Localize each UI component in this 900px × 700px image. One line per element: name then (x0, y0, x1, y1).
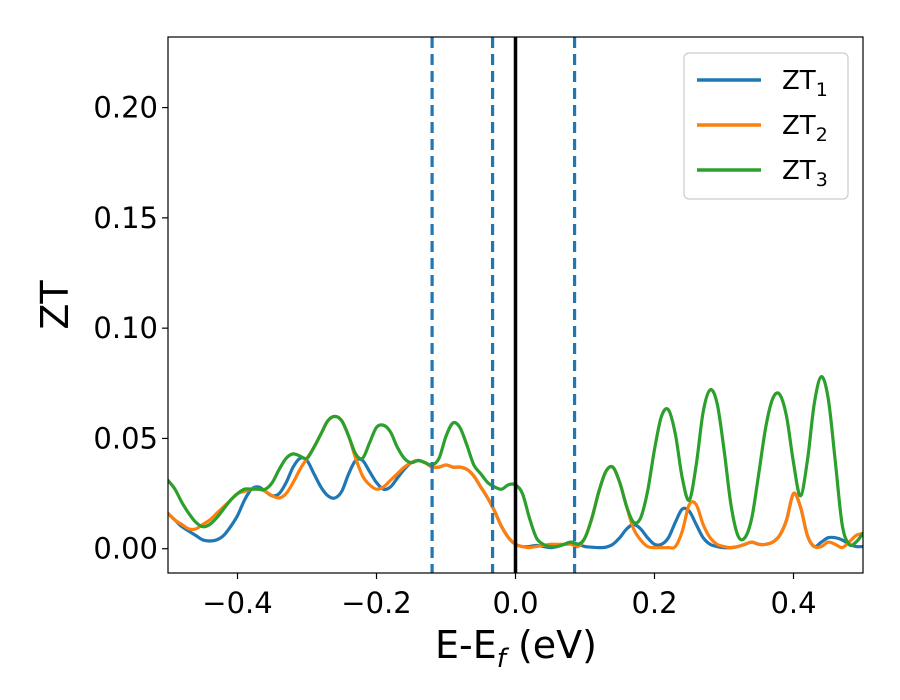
legend-label-zt1: ZT1 (782, 66, 828, 101)
legend-entries: ZT1 ZT2 ZT3 (697, 66, 828, 191)
y-ticks: 0.00 0.05 0.10 0.15 0.20 (93, 91, 168, 566)
y-tick-label: 0.10 (93, 311, 158, 345)
y-axis-label: ZT (33, 280, 77, 330)
y-tick-label: 0.15 (93, 201, 158, 235)
legend-label-zt3: ZT3 (782, 156, 828, 191)
y-tick-label: 0.00 (93, 532, 158, 566)
x-tick-label: 0.0 (492, 586, 538, 620)
x-tick-label: −0.2 (341, 586, 411, 620)
x-axis-label-base: E-E (435, 623, 497, 667)
x-tick-label: −0.4 (202, 586, 272, 620)
x-axis-label-suffix: (eV) (506, 623, 597, 667)
vline-layer (430, 37, 577, 573)
legend: ZT1 ZT2 ZT3 (683, 52, 849, 200)
legend-label-zt2: ZT2 (782, 111, 828, 146)
y-tick-label: 0.05 (93, 421, 158, 455)
x-tick-label: 0.2 (631, 586, 677, 620)
x-tick-label: 0.4 (770, 586, 816, 620)
y-tick-label: 0.20 (93, 91, 158, 125)
legend-frame (683, 52, 849, 200)
x-ticks: −0.4 −0.2 0.0 0.2 0.4 (202, 573, 817, 620)
x-axis-label: E-Ef (eV) (435, 623, 597, 674)
